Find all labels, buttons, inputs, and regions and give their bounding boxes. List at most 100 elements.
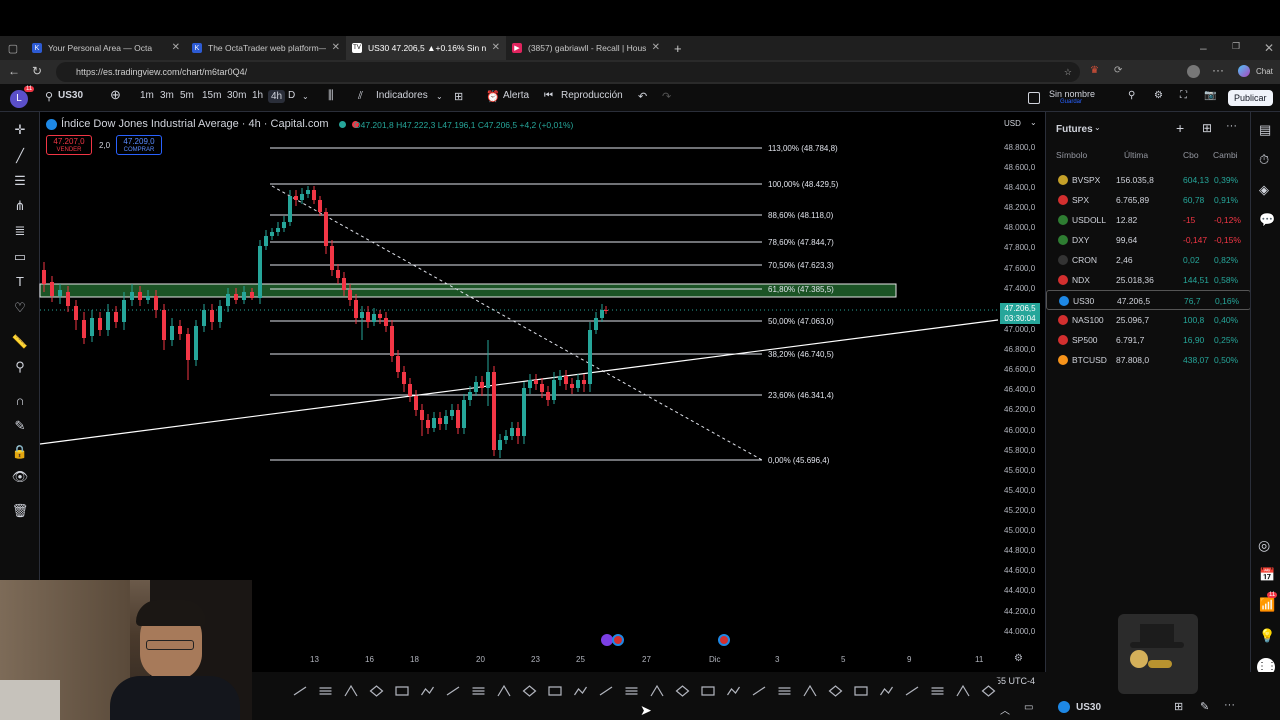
close-tab-icon[interactable]: ✕ [331, 42, 340, 53]
ruler-icon[interactable]: 📏 [11, 334, 29, 349]
interval-1h[interactable]: 1h [252, 90, 264, 101]
layout-name[interactable]: Sin nombre [1049, 89, 1096, 99]
reload-icon[interactable]: ↻ [32, 64, 43, 78]
copilot-icon[interactable] [1238, 65, 1250, 77]
maximize-panel-icon[interactable]: ▭ [1024, 702, 1034, 713]
crosshair-icon[interactable]: ✛ [14, 122, 26, 137]
drawing-tool-icon[interactable] [828, 685, 843, 697]
watchlist-icon[interactable]: ▤ [1259, 122, 1272, 137]
target-icon[interactable]: ◎ [1258, 537, 1271, 553]
watchlist-more-icon[interactable]: ··· [1226, 120, 1237, 132]
user-avatar[interactable]: L [10, 90, 28, 108]
extension-icon[interactable]: ♛ [1090, 65, 1099, 76]
watchlist-dropdown-icon[interactable]: ⌄ [1094, 123, 1101, 132]
drawing-tool-icon[interactable] [319, 687, 332, 695]
watchlist-title[interactable]: Futures [1056, 124, 1093, 135]
add-symbol-icon[interactable]: ⊕ [110, 87, 121, 102]
zoom-icon[interactable]: ⚲ [15, 359, 25, 374]
favorite-star-icon[interactable]: ☆ [1063, 67, 1072, 77]
sync-icon[interactable]: ⟳ [1114, 65, 1123, 76]
interval-d[interactable]: D [288, 90, 296, 101]
menu-dots-icon[interactable]: ··· [1212, 63, 1224, 77]
settings-gear-icon[interactable]: ⚙ [1154, 90, 1163, 101]
chart-settings-icon[interactable]: ⚙ [1014, 653, 1023, 664]
restore-icon[interactable]: ❐ [1232, 41, 1241, 51]
drawing-tool-icon[interactable] [727, 686, 740, 696]
drawing-tool-icon[interactable] [522, 685, 537, 697]
url-field[interactable]: https://es.tradingview.com/chart/m6tar0Q… [56, 62, 1080, 82]
interval-3m[interactable]: 3m [160, 90, 174, 101]
new-tab-icon[interactable]: + [674, 40, 682, 56]
interval-4h[interactable]: 4h [268, 90, 286, 103]
interval-dropdown-icon[interactable]: ⌄ [302, 92, 309, 101]
help-bulb-icon[interactable]: 💡 [1259, 628, 1276, 643]
close-tab-icon[interactable]: ✕ [171, 42, 180, 53]
sell-button[interactable]: 47.207,0 VENDER [46, 135, 92, 155]
drawing-tool-icon[interactable] [293, 686, 307, 696]
col-header-last[interactable]: Última [1124, 150, 1149, 160]
bottom-grid-icon[interactable]: ⊞ [1174, 701, 1184, 713]
apps-grid-icon[interactable]: ⋮⋮ [1257, 658, 1277, 676]
drawing-tool-icon[interactable] [497, 684, 511, 697]
indicators-button[interactable]: Indicadores [376, 90, 428, 101]
layouts-icon[interactable]: ⊞ [454, 91, 464, 103]
undo-icon[interactable]: ↶ [638, 91, 648, 103]
watchlist-layout-icon[interactable]: ⊞ [1202, 121, 1213, 135]
interval-5m[interactable]: 5m [180, 90, 194, 101]
trend-line-icon[interactable]: ╱ [16, 148, 24, 163]
replay-button[interactable]: Reproducción [561, 90, 623, 101]
alert-button[interactable]: Alerta [503, 90, 530, 101]
pitchfork-icon[interactable]: ⋔ [14, 198, 26, 213]
drawing-tool-icon[interactable] [752, 686, 766, 696]
watchlist-row[interactable]: SP500 6.791,7 16,90 0,25% [1046, 330, 1251, 350]
lock-icon[interactable]: 🔒 [11, 444, 29, 459]
timezone-label[interactable]: 55 UTC-4 [996, 676, 1036, 686]
watchlist-row[interactable]: NAS100 25.096,7 100,8 0,40% [1046, 310, 1251, 330]
currency-dropdown-icon[interactable]: ⌄ [1030, 118, 1037, 127]
interval-15m[interactable]: 15m [202, 90, 222, 101]
horizontal-lines-icon[interactable]: ☰ [14, 173, 26, 188]
drawing-tool-icon[interactable] [803, 684, 817, 697]
browser-tab-youtube[interactable]: ▶ (3857) gabriawll - Recall | House ✕ [506, 36, 666, 60]
drawing-tool-icon[interactable] [446, 686, 460, 696]
buy-button[interactable]: 47.209,0 COMPRAR [116, 135, 162, 155]
back-icon[interactable]: ← [8, 64, 20, 78]
search-icon[interactable]: ⚲ [45, 91, 54, 103]
eye-icon[interactable]: 👁 [11, 469, 29, 484]
drawing-tool-icon[interactable] [931, 687, 944, 695]
bottom-more-icon[interactable]: ··· [1224, 699, 1235, 711]
browser-tab-octa-area[interactable]: K Your Personal Area — Octa ✕ [26, 36, 186, 60]
drawing-tool-icon[interactable] [421, 686, 434, 696]
drawing-tools-icons[interactable] [262, 678, 998, 704]
snapshot-camera-icon[interactable]: 📷 [1204, 90, 1217, 101]
fib-tool-icon[interactable]: ≣ [14, 223, 26, 238]
bottom-edit-icon[interactable]: ✎ [1200, 701, 1210, 713]
minimize-icon[interactable]: – [1200, 41, 1207, 55]
indicators-dropdown-icon[interactable]: ⌄ [436, 92, 443, 101]
drawing-tool-icon[interactable] [599, 686, 613, 696]
collapse-panel-icon[interactable]: ︿ [1000, 706, 1010, 717]
indicators-icon[interactable]: ⫽ [358, 90, 363, 102]
alert-icon[interactable]: ⏰ [486, 91, 500, 103]
chat-icon[interactable]: 💬 [1259, 212, 1276, 227]
calendar-icon[interactable]: 📅 [1259, 567, 1276, 582]
quick-search-icon[interactable]: ⚲ [1128, 90, 1136, 101]
drawing-tool-icon[interactable] [905, 686, 919, 696]
watchlist-row[interactable]: USDOLL 12.82 -15 -0,12% [1046, 210, 1251, 230]
event-us-flag-icon[interactable] [612, 634, 624, 646]
currency-selector[interactable]: USD [1004, 119, 1021, 128]
replay-icon[interactable]: ⏮ [544, 90, 553, 101]
fullscreen-icon[interactable]: ⛶ [1180, 90, 1187, 101]
drawing-tool-icon[interactable] [548, 686, 562, 696]
magnet-icon[interactable]: ∩ [15, 393, 25, 408]
drawing-tool-icon[interactable] [675, 685, 690, 697]
drawing-tool-icon[interactable] [472, 687, 485, 695]
alerts-clock-icon[interactable]: ⏱ [1259, 152, 1270, 167]
drawing-tool-icon[interactable] [701, 686, 715, 696]
event-us-flag-icon[interactable] [718, 634, 730, 646]
watchlist-row[interactable]: BTCUSD 87.808,0 438,07 0,50% [1046, 350, 1251, 370]
drawing-tool-icon[interactable] [344, 684, 358, 697]
drawing-tool-icon[interactable] [625, 687, 638, 695]
close-tab-icon[interactable]: ✕ [491, 42, 500, 53]
browser-tab-tradingview[interactable]: TV US30 47.206,5 ▲+0.16% Sin nom ✕ [346, 36, 506, 60]
